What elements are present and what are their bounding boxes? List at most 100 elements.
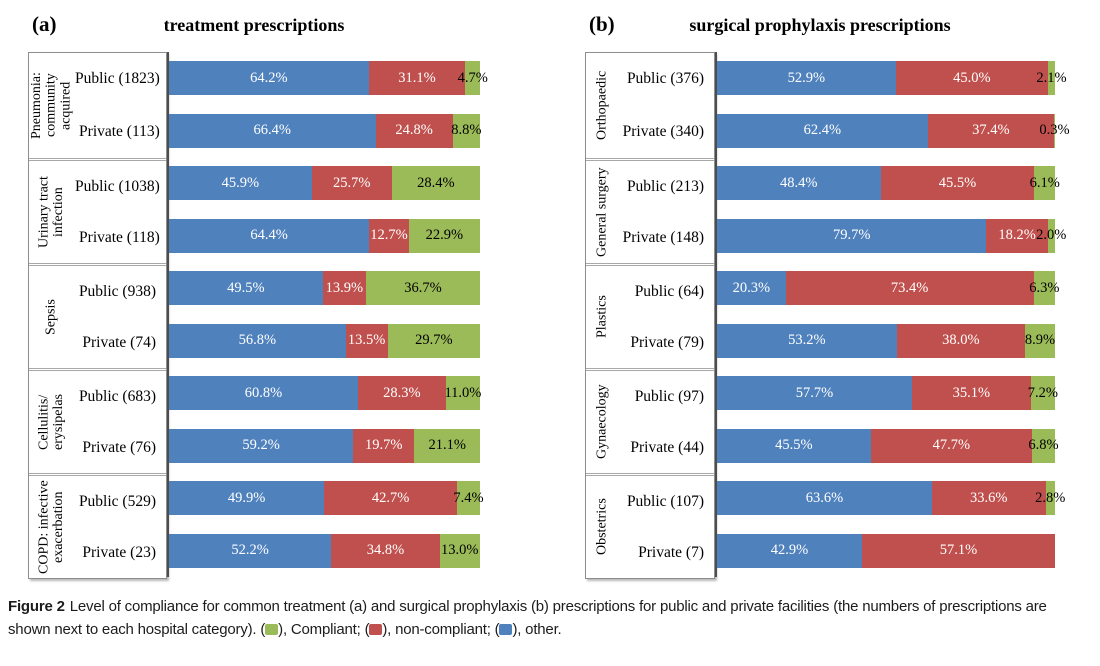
bar-segment-compliant: 36.7% [365, 271, 480, 306]
stacked-bar: 66.4% 24.8% 8.8% [169, 113, 481, 148]
group-label: Gynaecology [594, 384, 610, 460]
row-labels: Public (376) Private (340) [620, 53, 714, 158]
panel-label-b: (b) [589, 12, 615, 36]
bar-segment-compliant: 29.7% [387, 323, 480, 358]
bar-segment-compliant: 8.8% [451, 113, 481, 148]
segment-value: 8.9% [1024, 332, 1056, 349]
bar-row: 64.2% 31.1% 4.7% [169, 52, 488, 105]
segment-value: 2.1% [1036, 69, 1067, 86]
bar-segment-compliant: 0.3% [1039, 113, 1070, 148]
segment-value: 35.1% [952, 384, 991, 401]
stacked-bar: 64.2% 31.1% 4.7% [169, 61, 488, 96]
chart-header: (b) surgical prophylaxis prescriptions [585, 10, 1055, 52]
segment-value: 24.8% [395, 122, 433, 139]
segment-value: 63.6% [805, 489, 844, 506]
stacked-bar: 52.9% 45.0% 2.1% [717, 61, 1067, 96]
segment-value: 6.8% [1028, 437, 1059, 454]
segment-value: 4.7% [457, 69, 488, 86]
group-label: Obstetrics [594, 498, 610, 556]
bar-label: Private (118) [79, 228, 160, 246]
bar-row: 45.9% 25.7% 28.4% [169, 157, 480, 210]
bar-label: Public (938) [78, 282, 156, 300]
bar-segment-other: 60.8% [169, 376, 358, 411]
segment-value: 42.9% [770, 542, 809, 559]
bar-segment-non-compliant: 12.7% [369, 218, 409, 253]
bar-segment-other: 49.5% [169, 271, 323, 306]
segment-value: 18.2% [998, 227, 1036, 244]
bar-label: Public (1038) [75, 177, 160, 195]
segment-value: 20.3% [732, 279, 771, 296]
bar-row: 52.9% 45.0% 2.1% [717, 52, 1067, 105]
bar-label: Private (79) [630, 333, 704, 351]
bar-label: Private (74) [82, 333, 156, 351]
bar-segment-other: 57.7% [717, 376, 913, 411]
segment-value: 38.0% [942, 332, 980, 349]
segment-value: 66.4% [253, 122, 291, 139]
segment-value: 45.0% [953, 69, 991, 86]
bar-segment-non-compliant: 33.6% [931, 481, 1046, 516]
bar-segment-non-compliant: 45.5% [880, 166, 1035, 201]
legend-item: (), Compliant; [260, 621, 365, 639]
segment-value: 79.7% [832, 227, 871, 244]
bar-row: 59.2% 19.7% 21.1% [169, 420, 480, 473]
bar-segment-other: 53.2% [717, 323, 897, 358]
stacked-bar: 64.4% 12.7% 22.9% [169, 218, 480, 253]
segment-value: 64.4% [250, 227, 288, 244]
segment-value: 21.1% [428, 437, 466, 454]
category-group: Urinary tract infection Public (1038) Priv… [29, 158, 166, 263]
segment-value: 37.4% [972, 122, 1010, 139]
bar-segment-non-compliant: 19.7% [353, 428, 415, 463]
stacked-bar: 49.5% 13.9% 36.7% [169, 271, 480, 306]
bar-row: 57.7% 35.1% 7.2% [717, 367, 1058, 420]
bar-segment-other: 45.9% [169, 166, 312, 201]
category-group: Obstetrics Public (107) Private (7) [586, 473, 714, 578]
bar-row: 45.5% 47.7% 6.8% [717, 420, 1059, 473]
chart-header: (a) treatment prescriptions [28, 10, 480, 52]
segment-value: 49.9% [227, 489, 266, 506]
bar-row: 20.3% 73.4% 6.3% [717, 262, 1059, 315]
segment-value: 2.8% [1035, 489, 1066, 506]
row-labels: Public (97) Private (44) [620, 371, 714, 473]
category-group: Sepsis Public (938) Private (74) [29, 263, 166, 368]
chart-title: treatment prescriptions [163, 15, 345, 35]
bar-segment-other: 48.4% [717, 166, 881, 201]
bar-row: 52.2% 34.8% 13.0% [169, 525, 480, 578]
chart-title: surgical prophylaxis prescriptions [689, 15, 951, 35]
group-label: General surgery [594, 167, 610, 257]
bar-label: Public (1823) [75, 70, 160, 88]
figure-caption: Figure 2 Level of compliance for common t… [0, 579, 1100, 642]
stacked-bar: 63.6% 33.6% 2.8% [717, 481, 1065, 516]
bar-segment-other: 79.7% [717, 218, 987, 253]
bar-label: Public (376) [626, 70, 704, 88]
bar-segment-compliant: 6.8% [1028, 428, 1059, 463]
legend-swatch-compliant [265, 624, 279, 636]
bar-segment-other: 64.2% [169, 61, 369, 96]
bar-row: 42.9% 57.1% [717, 525, 1055, 578]
category-group: COPD: infective exacerbation Public (529)… [29, 473, 166, 578]
segment-value: 25.7% [332, 174, 371, 191]
bar-segment-compliant: 4.7% [458, 61, 488, 96]
bar-label: Private (23) [82, 543, 156, 561]
bar-segment-non-compliant: 57.1% [862, 533, 1055, 568]
segment-value: 11.0% [444, 384, 482, 401]
group-label: Plastics [594, 295, 610, 339]
stacked-bar: 62.4% 37.4% 0.3% [717, 113, 1070, 148]
stacked-bar: 20.3% 73.4% 6.3% [717, 271, 1059, 306]
group-label: Orthopaedic [594, 70, 610, 141]
bar-row: 53.2% 38.0% 8.9% [717, 315, 1055, 368]
row-labels: Public (107) Private (7) [620, 476, 714, 578]
bar-label: Private (113) [79, 122, 160, 140]
bar-label: Public (97) [634, 387, 704, 405]
stacked-bar: 59.2% 19.7% 21.1% [169, 428, 480, 463]
stacked-bar: 53.2% 38.0% 8.9% [717, 323, 1056, 358]
segment-value: 60.8% [244, 384, 283, 401]
bar-segment-compliant: 6.1% [1030, 166, 1060, 201]
bar-segment-compliant: 6.3% [1029, 271, 1059, 306]
bar-row: 60.8% 28.3% 11.0% [169, 367, 482, 420]
row-labels: Public (683) Private (76) [75, 371, 166, 473]
segment-value: 0.3% [1039, 122, 1070, 139]
stacked-bar: 79.7% 18.2% 2.0% [717, 218, 1066, 253]
bar-segment-non-compliant: 42.7% [324, 481, 457, 516]
segment-value: 56.8% [238, 332, 277, 349]
bar-segment-compliant: 22.9% [408, 218, 480, 253]
